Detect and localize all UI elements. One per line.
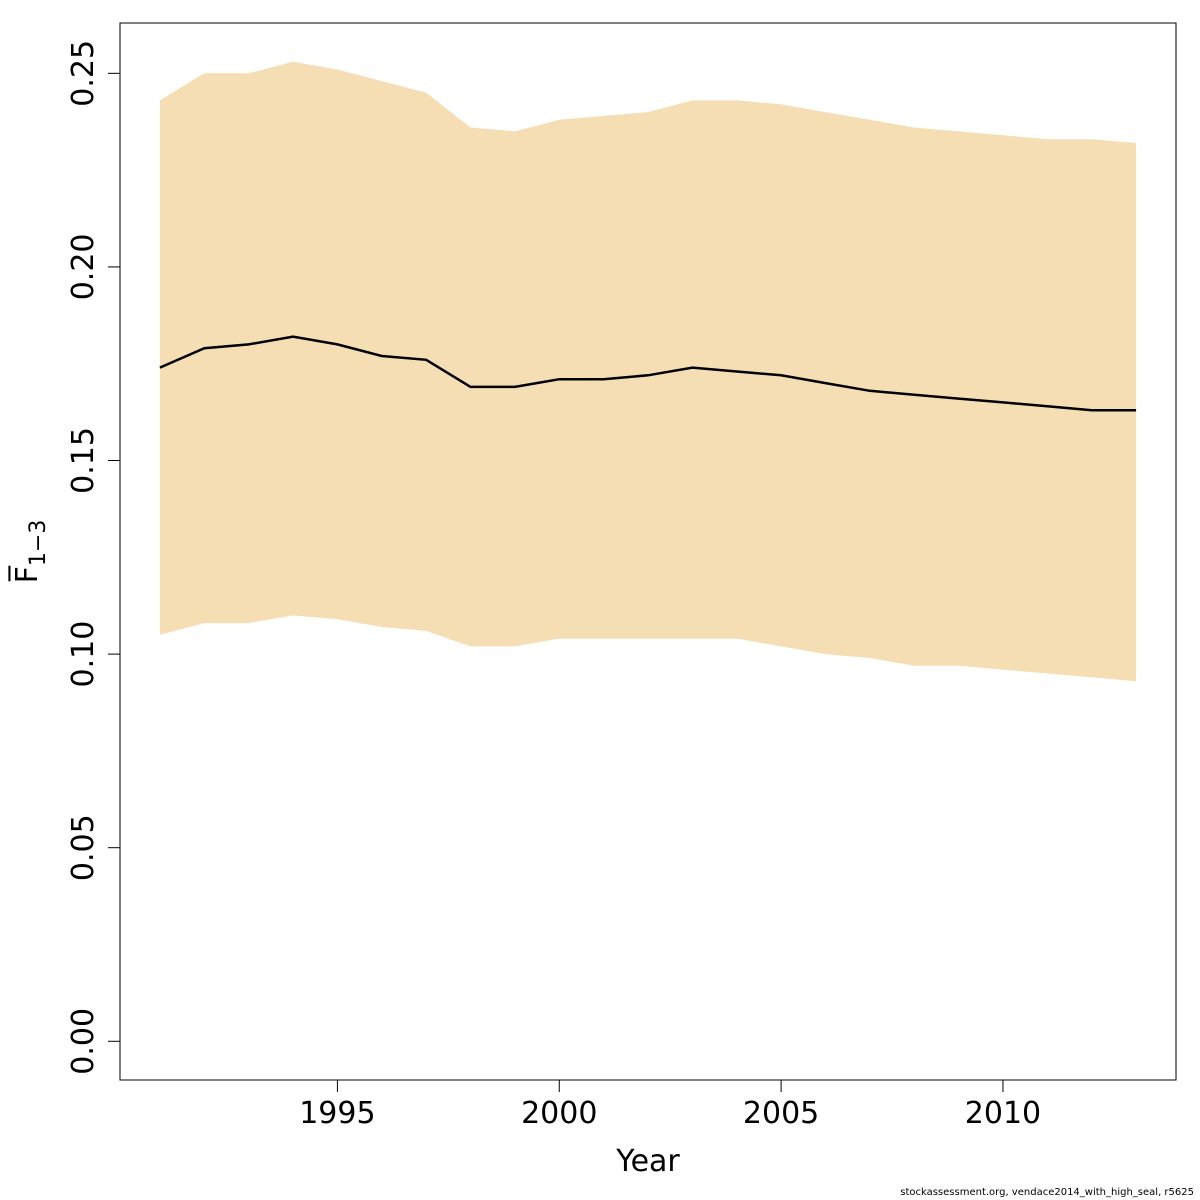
- x-tick-label: 1995: [299, 1096, 375, 1131]
- y-tick-label: 0.25: [66, 40, 101, 107]
- y-axis-title-subscript: 1−3: [26, 520, 51, 566]
- x-axis-title: Year: [615, 1144, 680, 1179]
- y-axis-title-main: F̅: [8, 565, 45, 583]
- y-tick-label: 0.20: [66, 234, 101, 301]
- x-axis: 1995 2000 2005 2010: [299, 1080, 1041, 1131]
- y-tick-label: 0.00: [66, 1008, 101, 1075]
- confidence-band: [159, 61, 1137, 682]
- y-tick-label: 0.05: [66, 814, 101, 881]
- y-axis-title: F̅1−3: [8, 520, 51, 584]
- y-tick-label: 0.10: [66, 621, 101, 688]
- credit-note: stockassessment.org, vendace2014_with_hi…: [900, 1187, 1194, 1198]
- mean-line: [159, 335, 1137, 412]
- x-tick-label: 2000: [521, 1096, 597, 1131]
- plot-frame: [119, 22, 1177, 1081]
- x-tick-label: 2005: [743, 1096, 819, 1131]
- x-tick-label: 2010: [965, 1096, 1041, 1131]
- y-tick-label: 0.15: [66, 427, 101, 494]
- y-axis: 0.00 0.05 0.10 0.15 0.20 0.25: [66, 40, 120, 1075]
